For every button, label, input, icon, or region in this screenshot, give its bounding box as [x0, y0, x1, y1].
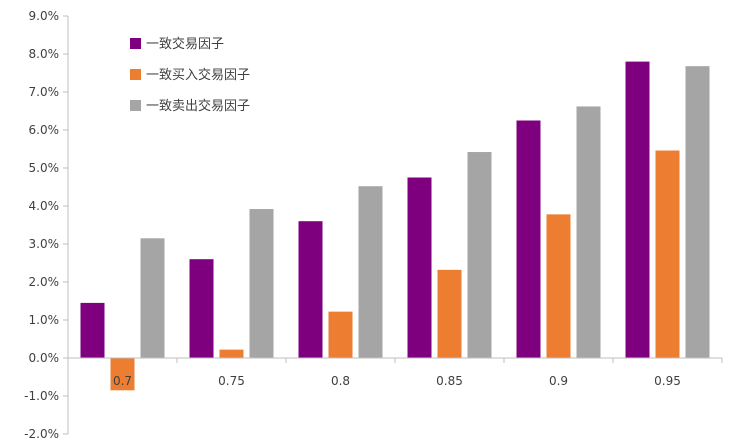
bar-series2-cat2 [358, 186, 383, 358]
x-category-label: 0.9 [549, 374, 568, 388]
y-tick-label: 7.0% [29, 85, 60, 99]
bar-series0-cat0 [80, 302, 105, 358]
y-tick-label: 0.0% [29, 351, 60, 365]
bar-series2-cat3 [467, 152, 492, 358]
y-tick-label: -2.0% [24, 427, 59, 441]
bar-series2-cat5 [685, 66, 710, 358]
x-category-label: 0.7 [113, 374, 132, 388]
legend-label: 一致卖出交易因子 [146, 98, 250, 114]
legend-swatch [130, 38, 141, 49]
bar-series1-cat2 [328, 311, 353, 358]
legend-label: 一致交易因子 [146, 36, 224, 52]
bar-series1-cat3 [437, 269, 462, 358]
bar-series1-cat0 [110, 358, 135, 391]
y-tick-label: 6.0% [29, 123, 60, 137]
legend-swatch [130, 100, 141, 111]
y-tick-label: 5.0% [29, 161, 60, 175]
y-tick-label: 1.0% [29, 313, 60, 327]
y-tick-label: 2.0% [29, 275, 60, 289]
bar-series1-cat4 [546, 214, 571, 358]
bar-series0-cat5 [625, 61, 650, 358]
y-tick-label: 9.0% [29, 9, 60, 23]
y-tick-label: 8.0% [29, 47, 60, 61]
bar-series0-cat2 [298, 221, 323, 358]
bar-series0-cat3 [407, 177, 432, 358]
bar-series0-cat1 [189, 259, 214, 358]
bar-series0-cat4 [516, 120, 541, 358]
x-axis: 0.7 0.75 0.8 0.85 0.9 0.95 [67, 357, 723, 388]
legend-label: 一致买入交易因子 [146, 67, 250, 83]
legend-swatch [130, 69, 141, 80]
y-tick-label: 3.0% [29, 237, 60, 251]
bar-series2-cat4 [576, 106, 601, 358]
y-tick-label: 4.0% [29, 199, 60, 213]
x-category-label: 0.8 [331, 374, 350, 388]
x-category-label: 0.85 [436, 374, 463, 388]
bar-series2-cat1 [249, 209, 274, 358]
bars [80, 61, 710, 391]
x-category-label: 0.75 [218, 374, 245, 388]
bar-series1-cat1 [219, 349, 244, 358]
x-category-label: 0.95 [654, 374, 681, 388]
y-tick-label: -1.0% [24, 389, 59, 403]
y-axis: 9.0% 8.0% 7.0% 6.0% 5.0% 4.0% 3.0% 2.0% 1.0% 0.0%… [24, 9, 69, 441]
bar-series2-cat0 [140, 238, 165, 358]
bar-series1-cat5 [655, 150, 680, 358]
